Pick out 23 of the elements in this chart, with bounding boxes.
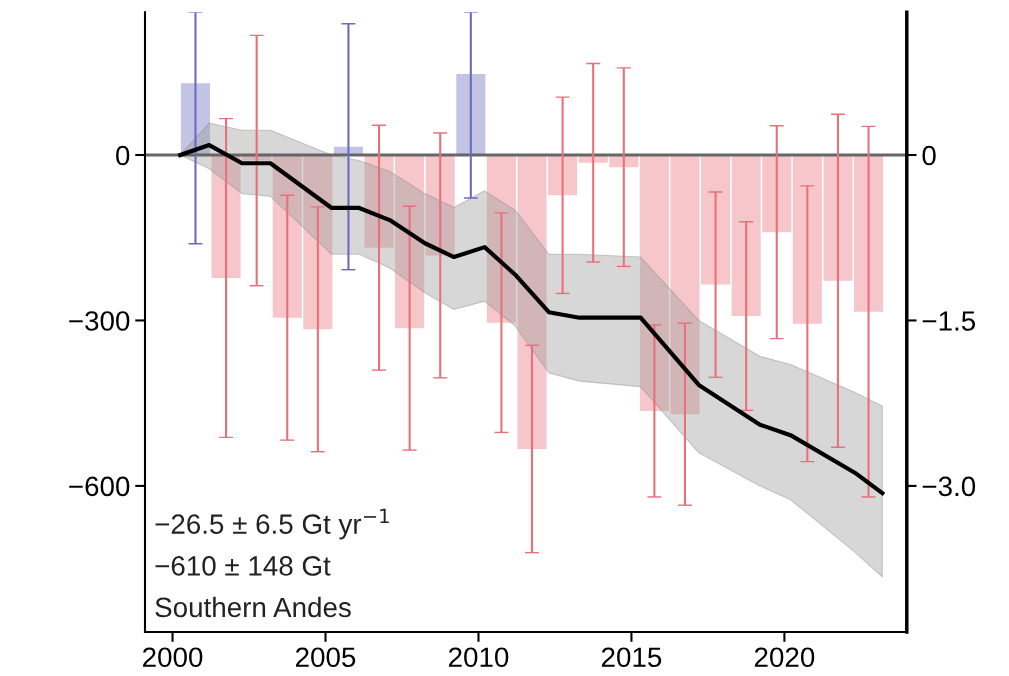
x-tick-label: 2000 — [143, 647, 203, 668]
x-tick-label: 2015 — [601, 647, 662, 668]
y2-tick-label: −3.0 — [922, 476, 976, 497]
bar — [548, 155, 578, 196]
x-tick-label: 2020 — [754, 647, 815, 668]
x-tick-label: 2005 — [296, 647, 356, 668]
x-tick-label: 2010 — [448, 647, 509, 668]
y-tick-label: −600 — [69, 476, 130, 497]
bar — [854, 155, 884, 312]
bar — [823, 155, 853, 281]
bar — [456, 73, 486, 156]
annotation: −26.5 ± 6.5 Gt yr$^{−1}$ — [155, 508, 389, 540]
y2-tick-label: 0 — [922, 145, 936, 166]
bar — [762, 155, 792, 233]
y2-tick-label: −1.5 — [922, 311, 976, 331]
line-series — [178, 142, 885, 496]
annotation: Southern Andes — [155, 596, 351, 618]
y-tick-label: −300 — [69, 311, 130, 331]
y-tick-label: 0 — [116, 145, 130, 166]
bar — [731, 155, 761, 317]
bar — [792, 155, 822, 324]
bar — [701, 155, 731, 285]
annotation: −610 ± 148 Gt — [155, 556, 331, 576]
